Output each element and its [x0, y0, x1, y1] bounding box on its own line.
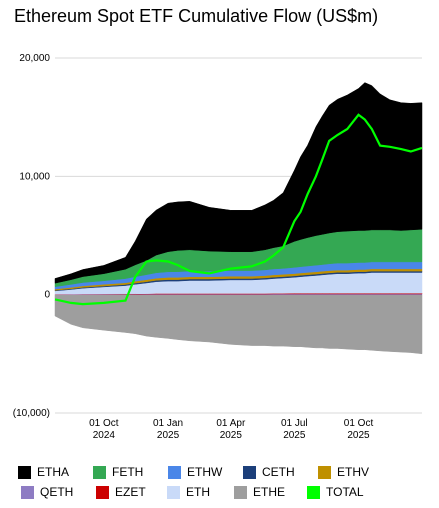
- y-tick-label: (10,000): [13, 408, 50, 419]
- x-tick-label: 2024: [93, 430, 116, 441]
- y-tick-label: 0: [44, 290, 50, 301]
- area-etha: [54, 82, 423, 284]
- legend-label: ETHV: [337, 465, 370, 479]
- x-tick-label: 01 Jan: [153, 418, 183, 429]
- legend-label: ETHA: [37, 465, 70, 479]
- legend-label: CETH: [262, 465, 295, 479]
- x-tick-label: 2025: [220, 430, 243, 441]
- legend-label: QETH: [40, 485, 74, 499]
- legend-item-feth: FETH: [93, 465, 168, 479]
- legend-label: FETH: [112, 465, 144, 479]
- x-tick-label: 01 Oct: [89, 418, 119, 429]
- legend-swatch: [93, 465, 106, 479]
- y-axis-ticks: 20,000 10,000 0 (10,000): [13, 53, 51, 419]
- legend-item-ezet: EZET: [96, 485, 167, 499]
- legend-label: EZET: [115, 485, 146, 499]
- legend-swatch: [234, 485, 247, 499]
- legend-item-ethw: ETHW: [168, 465, 243, 479]
- stacked-areas: [54, 82, 423, 355]
- y-tick-label: 10,000: [19, 171, 50, 182]
- legend-label: ETHE: [253, 485, 286, 499]
- legend-item-ethv: ETHV: [318, 465, 393, 479]
- legend-label: ETHW: [187, 465, 223, 479]
- legend-label: ETH: [186, 485, 210, 499]
- legend-item-ceth: CETH: [243, 465, 318, 479]
- line-total: [54, 113, 423, 306]
- chart-legend: ETHA FETH ETHW CETH ETHV QETH EZET ETH ETHE TOTAL: [18, 462, 428, 502]
- legend-item-eth: ETH: [167, 485, 234, 499]
- legend-swatch: [96, 485, 109, 499]
- x-tick-label: 2025: [347, 430, 370, 441]
- legend-row: QETH EZET ETH ETHE TOTAL: [21, 482, 428, 502]
- x-tick-label: 2025: [283, 430, 306, 441]
- total-series: [54, 113, 423, 306]
- y-tick-label: 20,000: [19, 53, 50, 64]
- legend-swatch: [168, 465, 181, 479]
- x-tick-label: 01 Apr: [216, 418, 246, 429]
- legend-swatch: [21, 485, 34, 499]
- legend-item-etha: ETHA: [18, 465, 93, 479]
- legend-item-total: TOTAL: [307, 485, 397, 499]
- x-tick-label: 2025: [157, 430, 180, 441]
- legend-swatch: [318, 465, 331, 479]
- x-tick-label: 01 Jul: [281, 418, 308, 429]
- legend-swatch: [167, 485, 180, 499]
- legend-label: TOTAL: [326, 485, 364, 499]
- legend-swatch: [18, 465, 31, 479]
- legend-item-qeth: QETH: [21, 485, 96, 499]
- legend-swatch: [307, 485, 320, 499]
- chart-title: Ethereum Spot ETF Cumulative Flow (US$m): [14, 6, 379, 26]
- legend-swatch: [243, 465, 256, 479]
- area-ethe: [54, 294, 423, 355]
- x-tick-label: 01 Oct: [344, 418, 374, 429]
- legend-item-ethe: ETHE: [234, 485, 307, 499]
- legend-row: ETHA FETH ETHW CETH ETHV: [18, 462, 428, 482]
